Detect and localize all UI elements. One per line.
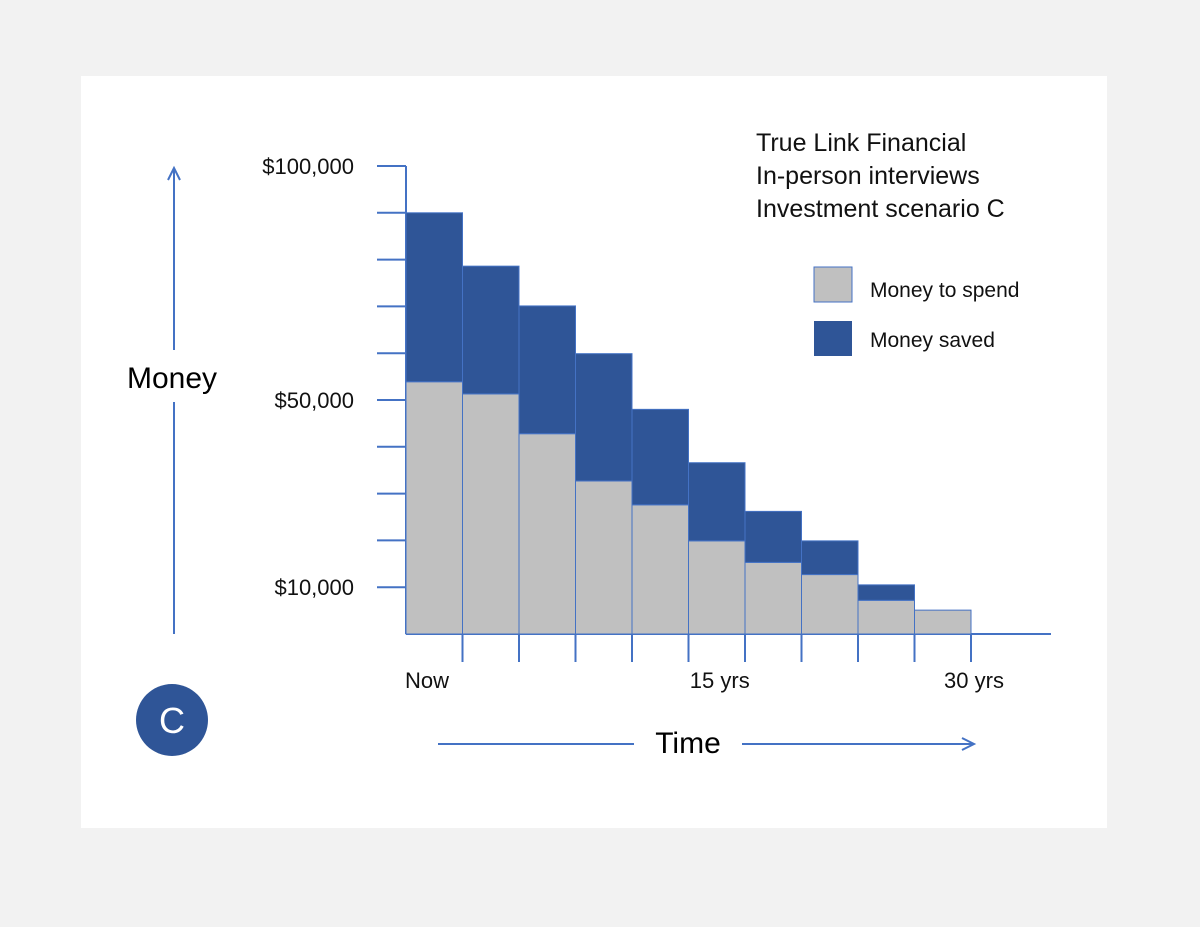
legend-swatch-saved [814, 321, 852, 356]
bar-spend-8 [801, 574, 859, 635]
info-line-1: True Link Financial [756, 129, 966, 157]
chart-card: $100,000 $50,000 $10,000 Now 15 yrs 30 yrs Mo… [81, 76, 1107, 828]
bar-spend-6 [688, 540, 746, 635]
bar-saved-6 [688, 462, 746, 542]
scenario-badge [136, 684, 208, 756]
bar-spend-10 [914, 609, 972, 635]
x-tick-label-2: 15 yrs [690, 668, 750, 693]
y-tick-label-50000: $50,000 [274, 388, 354, 413]
bar-spend-4 [575, 480, 633, 635]
x-axis-title: Time [655, 727, 721, 760]
legend-label-spend: Money to spend [870, 279, 1019, 302]
bars [405, 212, 972, 635]
legend-label-saved: Money saved [870, 329, 995, 352]
legend-swatch-spend [813, 266, 853, 303]
bar-spend-9 [857, 599, 915, 635]
bar-saved-7 [744, 510, 802, 563]
y-tick-label-100000: $100,000 [262, 154, 354, 179]
info-line-2: In-person interviews [756, 162, 980, 190]
bar-saved-3 [518, 305, 576, 435]
scenario-badge-label: C [159, 700, 185, 741]
bar-saved-1 [405, 212, 463, 383]
x-arrow-head [961, 737, 977, 751]
bar-spend-2 [462, 393, 520, 635]
x-tick-label-3: 30 yrs [944, 668, 1004, 693]
bar-saved-5 [631, 408, 689, 506]
bar-saved-9 [857, 584, 915, 601]
ticks: $100,000 $50,000 $10,000 Now 15 yrs 30 yrs [262, 154, 1004, 693]
bar-saved-8 [801, 540, 859, 576]
x-tick-label-1: Now [405, 668, 449, 693]
y-axis-title: Money [127, 362, 217, 395]
y-arrow-head [167, 165, 181, 181]
y-tick-label-10000: $10,000 [274, 575, 354, 600]
chart-svg: $100,000 $50,000 $10,000 Now 15 yrs 30 yrs Mo… [127, 129, 1051, 760]
bar-spend-7 [744, 561, 802, 635]
bar-saved-4 [575, 353, 633, 482]
bar-saved-2 [462, 265, 520, 395]
info-line-3: Investment scenario C [756, 195, 1005, 223]
bar-spend-5 [631, 504, 689, 635]
bar-spend-3 [518, 433, 576, 635]
bar-spend-1 [405, 381, 463, 635]
